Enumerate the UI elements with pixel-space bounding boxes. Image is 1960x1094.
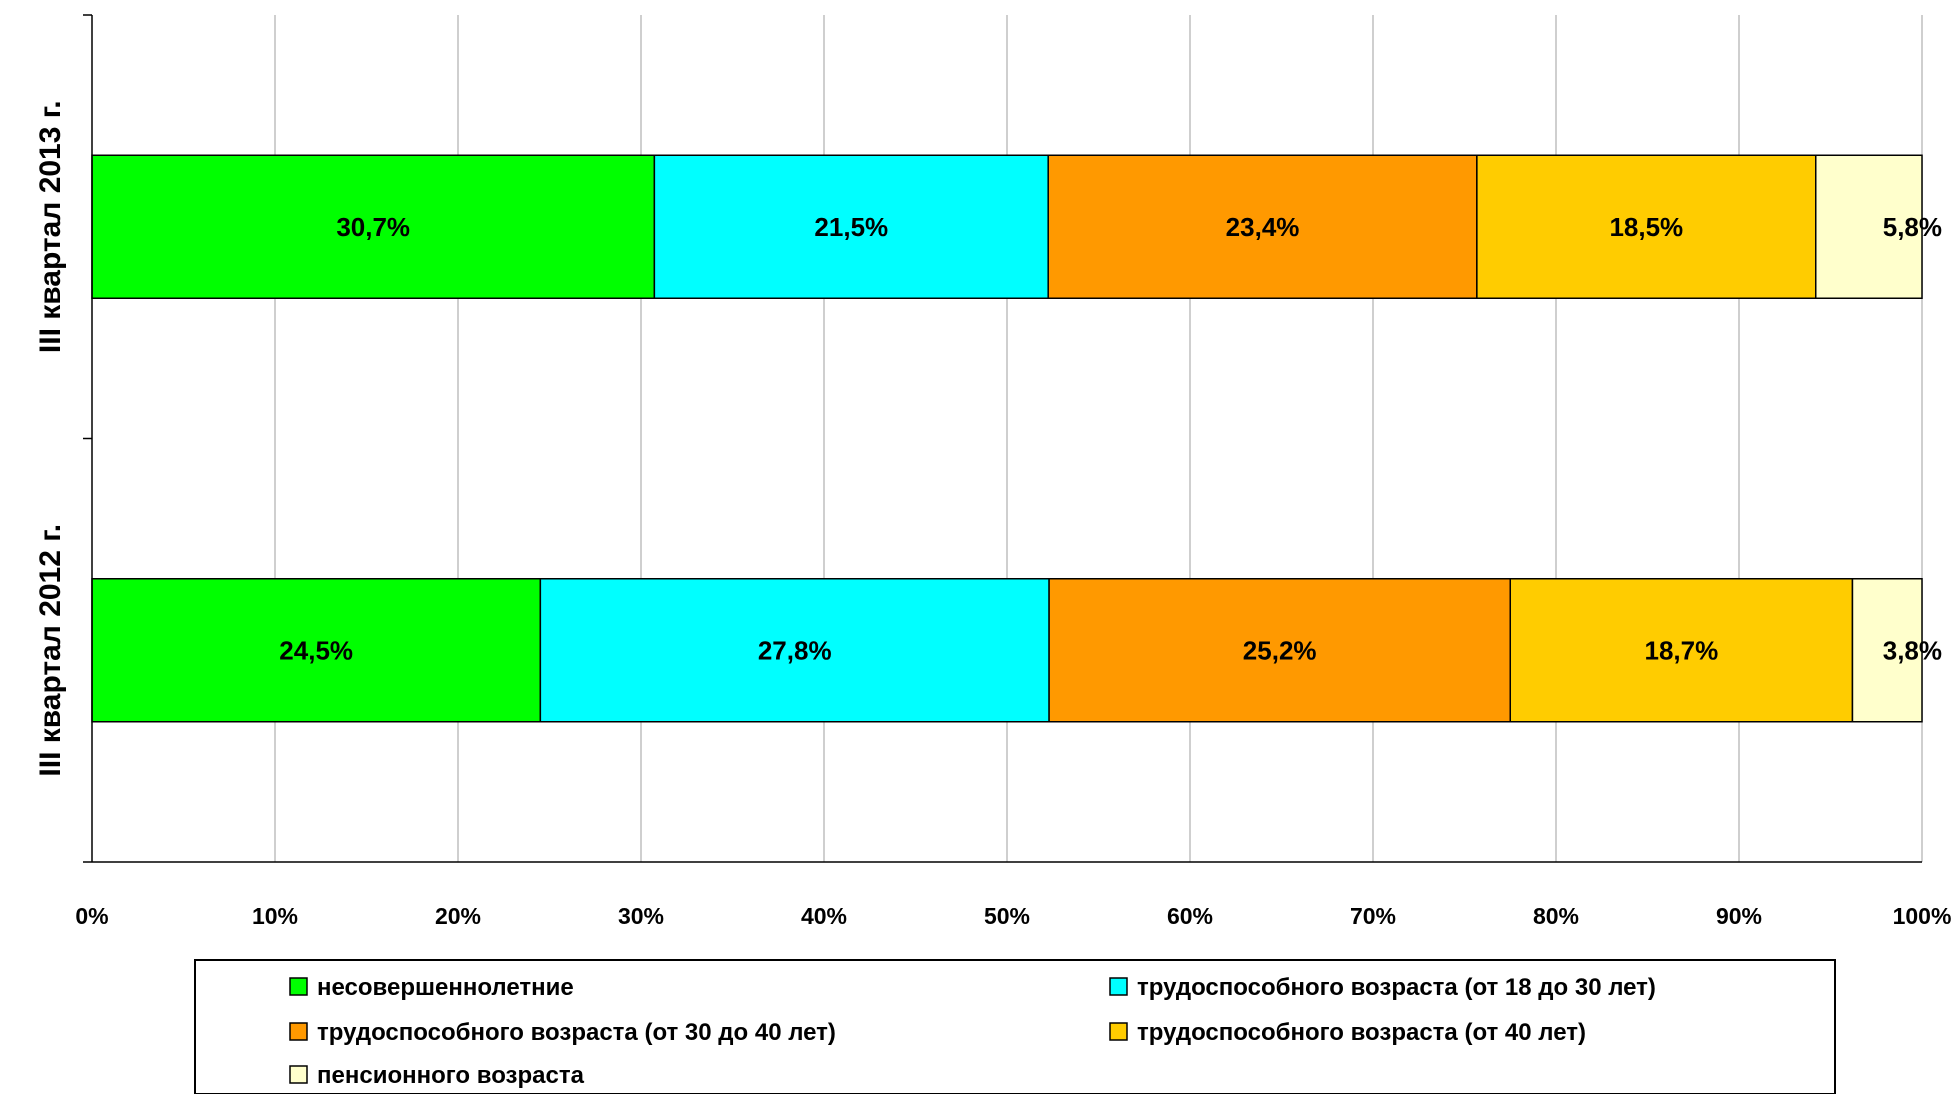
bar-segment xyxy=(1476,154,1817,299)
data-label: 3,8% xyxy=(1883,635,1942,665)
legend-entry-label: пенсионного возраста xyxy=(317,1062,585,1089)
data-label: 18,5% xyxy=(1609,212,1683,242)
bars-layer: 24,5% 27,8% 25,2% 18,7% 3,8% 30,7% 21,5% 23,4% 1… xyxy=(91,154,1942,723)
bar-segment xyxy=(91,154,656,299)
data-label: 27,8% xyxy=(758,635,832,665)
legend-entry-label: трудоспособного возраста (от 40 лет) xyxy=(1137,1019,1586,1046)
legend-entry-label: трудоспособного возраста (от 18 до 30 ле… xyxy=(1137,974,1656,1001)
bar-segment xyxy=(1815,154,1923,299)
axis-layer: 0% 10% 20% 30% 40% 50% 60% 70% 80% 90% 100% III ква… xyxy=(34,14,1952,929)
legend-swatch xyxy=(1109,1022,1128,1041)
data-label: 30,7% xyxy=(336,212,410,242)
x-tick-label: 90% xyxy=(1716,903,1762,929)
x-tick-label: 70% xyxy=(1350,903,1396,929)
x-tick-label: 40% xyxy=(801,903,847,929)
x-tick-label: 30% xyxy=(618,903,664,929)
legend: несовершеннолетние трудоспособного возрас… xyxy=(194,959,1836,1094)
bar-segment xyxy=(1047,154,1478,299)
data-label: 23,4% xyxy=(1226,212,1300,242)
legend-swatch xyxy=(289,977,308,996)
x-tick-label: 100% xyxy=(1893,903,1952,929)
x-tick-label: 10% xyxy=(252,903,298,929)
data-label: 25,2% xyxy=(1243,635,1317,665)
legend-entry-label: несовершеннолетние xyxy=(317,974,574,1001)
legend-entry-label: трудоспособного возраста (от 30 до 40 ле… xyxy=(317,1019,836,1046)
x-tick-label: 20% xyxy=(435,903,481,929)
data-label: 18,7% xyxy=(1644,635,1718,665)
legend-swatch xyxy=(289,1022,308,1041)
legend-box xyxy=(194,959,1836,1094)
bar-segment xyxy=(1851,578,1923,723)
legend-swatch xyxy=(1109,977,1128,996)
x-tick-label: 50% xyxy=(984,903,1030,929)
legend-swatch xyxy=(289,1065,308,1084)
x-tick-label: 0% xyxy=(75,903,108,929)
data-label: 24,5% xyxy=(279,635,353,665)
category-label: III квартал 2013 г. xyxy=(34,100,67,353)
bar-segment xyxy=(91,578,542,723)
bar-segment xyxy=(1509,578,1854,723)
bar-segment xyxy=(539,578,1050,723)
data-label: 5,8% xyxy=(1883,212,1942,242)
grid-layer xyxy=(274,15,1923,862)
bar-segment xyxy=(653,154,1049,299)
category-label: III квартал 2012 г. xyxy=(34,524,67,777)
x-tick-label: 60% xyxy=(1167,903,1213,929)
data-label: 21,5% xyxy=(814,212,888,242)
bar-segment xyxy=(1048,578,1511,723)
x-tick-label: 80% xyxy=(1533,903,1579,929)
